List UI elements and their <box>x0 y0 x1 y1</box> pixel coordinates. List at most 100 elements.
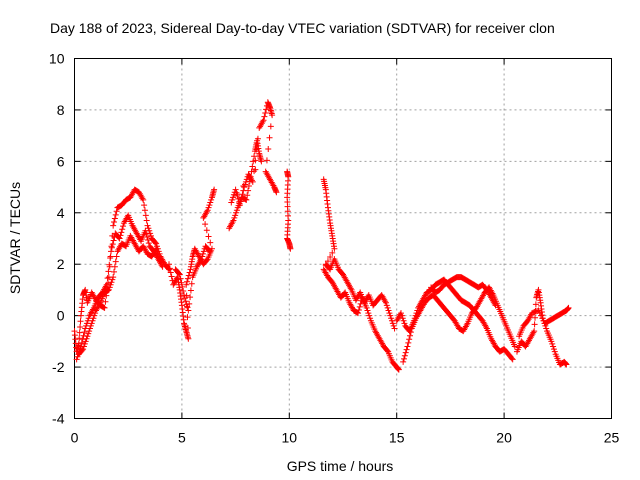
x-tick-label: 0 <box>71 430 79 446</box>
data-point <box>401 320 408 327</box>
data-point <box>243 176 250 183</box>
data-point <box>142 212 149 219</box>
data-points <box>71 99 572 373</box>
data-point <box>176 271 183 278</box>
data-point <box>203 227 210 234</box>
data-point <box>89 317 96 324</box>
data-point <box>198 256 205 263</box>
data-point <box>182 298 189 305</box>
data-point <box>168 273 175 280</box>
y-tick-label: 4 <box>57 205 65 221</box>
data-point <box>538 312 545 319</box>
data-point <box>386 310 393 317</box>
data-point <box>102 298 109 305</box>
data-point <box>154 250 161 257</box>
data-point <box>248 168 255 175</box>
data-point <box>550 343 557 350</box>
data-point <box>184 278 191 285</box>
data-point <box>107 281 114 288</box>
data-point <box>184 324 191 331</box>
data-point <box>186 269 193 276</box>
data-point <box>177 275 184 282</box>
y-tick-label: 6 <box>57 153 65 169</box>
data-point <box>262 110 269 117</box>
data-point <box>235 195 242 202</box>
data-point <box>563 361 570 368</box>
data-point <box>229 196 236 203</box>
data-point <box>260 117 267 124</box>
data-point <box>117 232 124 239</box>
data-point <box>143 217 150 224</box>
data-point <box>243 196 250 203</box>
data-point <box>79 347 86 354</box>
data-point <box>249 178 256 185</box>
data-point <box>112 211 119 218</box>
data-point <box>388 315 395 322</box>
y-axis-label: SDTVAR / TECUs <box>7 182 23 294</box>
data-point <box>105 287 112 294</box>
data-point <box>183 301 190 308</box>
data-point <box>188 280 195 287</box>
data-point <box>234 192 241 199</box>
data-point <box>143 230 150 237</box>
data-point <box>363 304 370 311</box>
data-point <box>179 283 186 290</box>
x-tick-label: 5 <box>178 430 186 446</box>
series-arc-f <box>226 99 280 232</box>
data-point <box>84 333 91 340</box>
data-point <box>327 254 334 261</box>
data-point <box>530 309 537 316</box>
data-point <box>147 232 154 239</box>
data-point <box>157 258 164 265</box>
data-point <box>156 256 163 263</box>
data-point <box>110 237 117 244</box>
data-point <box>166 266 173 273</box>
data-point <box>205 204 212 211</box>
data-point <box>82 338 89 345</box>
series-arc-a <box>71 186 173 355</box>
data-point <box>83 335 90 342</box>
data-point <box>185 335 192 342</box>
data-point <box>81 329 88 336</box>
series-arc-i <box>322 256 398 332</box>
data-point <box>203 257 210 264</box>
data-point <box>253 146 260 153</box>
data-point <box>532 301 539 308</box>
data-point <box>207 239 214 246</box>
data-point <box>80 332 87 339</box>
axis-ticks: 0 5 10 15 20 25 -4 -2 0 2 4 6 8 10 <box>49 51 620 446</box>
data-point <box>398 312 405 319</box>
data-point <box>403 346 410 353</box>
data-point <box>532 308 539 315</box>
data-point <box>86 328 93 335</box>
data-point <box>238 194 245 201</box>
data-point <box>178 279 185 286</box>
data-point <box>73 356 80 363</box>
data-point <box>266 134 273 141</box>
data-point <box>206 202 213 209</box>
data-point <box>184 275 191 282</box>
data-point <box>406 336 413 343</box>
data-point <box>100 304 107 311</box>
data-point <box>254 135 261 142</box>
data-point <box>404 343 411 350</box>
data-point <box>113 253 120 260</box>
data-point <box>116 235 123 242</box>
data-point <box>364 307 371 314</box>
x-tick-label: 15 <box>389 430 405 446</box>
data-point <box>261 113 268 120</box>
data-point <box>141 207 148 214</box>
data-point <box>233 189 240 196</box>
data-point <box>166 265 173 272</box>
data-point <box>384 304 391 311</box>
data-point <box>232 212 239 219</box>
y-tick-label: 8 <box>57 102 65 118</box>
data-point <box>287 245 294 252</box>
data-point <box>107 255 114 262</box>
data-point <box>365 310 372 317</box>
data-point <box>144 237 151 244</box>
data-point <box>153 243 160 250</box>
data-point <box>237 198 244 205</box>
data-point <box>258 158 265 165</box>
data-point <box>531 309 538 316</box>
